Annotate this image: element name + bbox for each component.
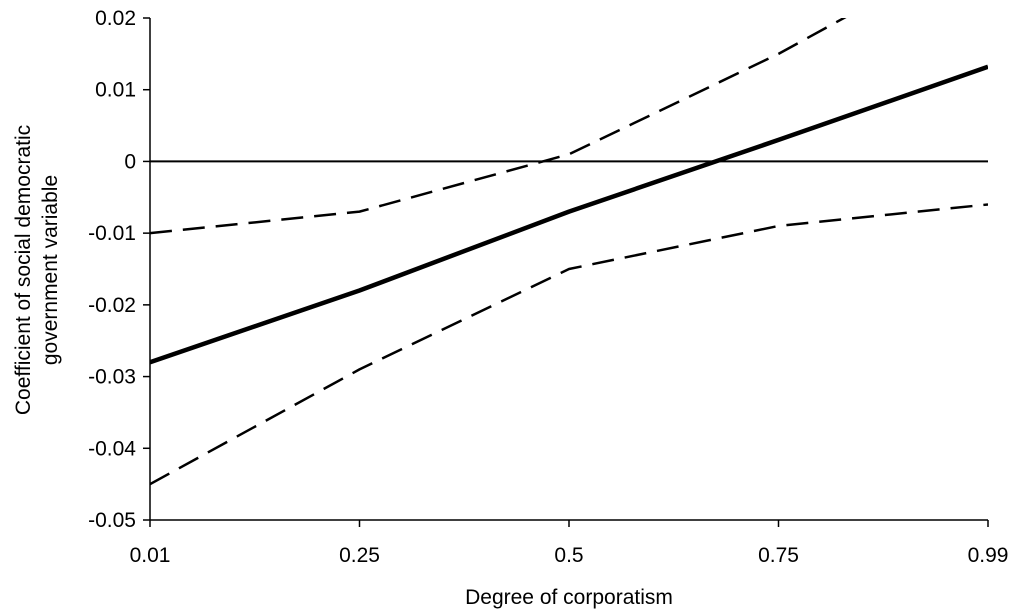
y-tick-label: 0 (124, 150, 136, 173)
y-tick-label: -0.05 (88, 509, 136, 532)
confidence-band-line (150, 18, 847, 235)
y-axis-label-line-2: government variable (39, 175, 62, 365)
x-tick-label: 0.5 (554, 544, 583, 567)
y-tick-label: 0.01 (95, 79, 136, 102)
x-axis-label: Degree of corporatism (465, 586, 673, 609)
tick-labels: 0.02 0.01 0 -0.01 -0.02 -0.03 -0.04 -0.05 0.01 0.… (88, 7, 1008, 567)
axes (143, 17, 989, 527)
y-tick-label: -0.02 (88, 294, 136, 317)
y-axis-label-line-1: Coefficient of social democratic (12, 125, 35, 415)
x-tick-label: 0.75 (758, 544, 799, 567)
x-tick-label: 0.25 (339, 544, 380, 567)
series-group (150, 18, 988, 486)
confidence-band-line (150, 203, 988, 486)
coefficient-line (150, 64, 988, 365)
y-tick-label: -0.04 (88, 437, 136, 460)
y-tick-label: 0.02 (95, 7, 136, 30)
x-tick-label: 0.01 (130, 544, 171, 567)
y-tick-label: -0.03 (88, 366, 136, 389)
x-tick-label: 0.99 (968, 544, 1009, 567)
y-axis-label: Coefficient of social democratic governm… (12, 125, 62, 415)
y-tick-label: -0.01 (88, 222, 136, 245)
